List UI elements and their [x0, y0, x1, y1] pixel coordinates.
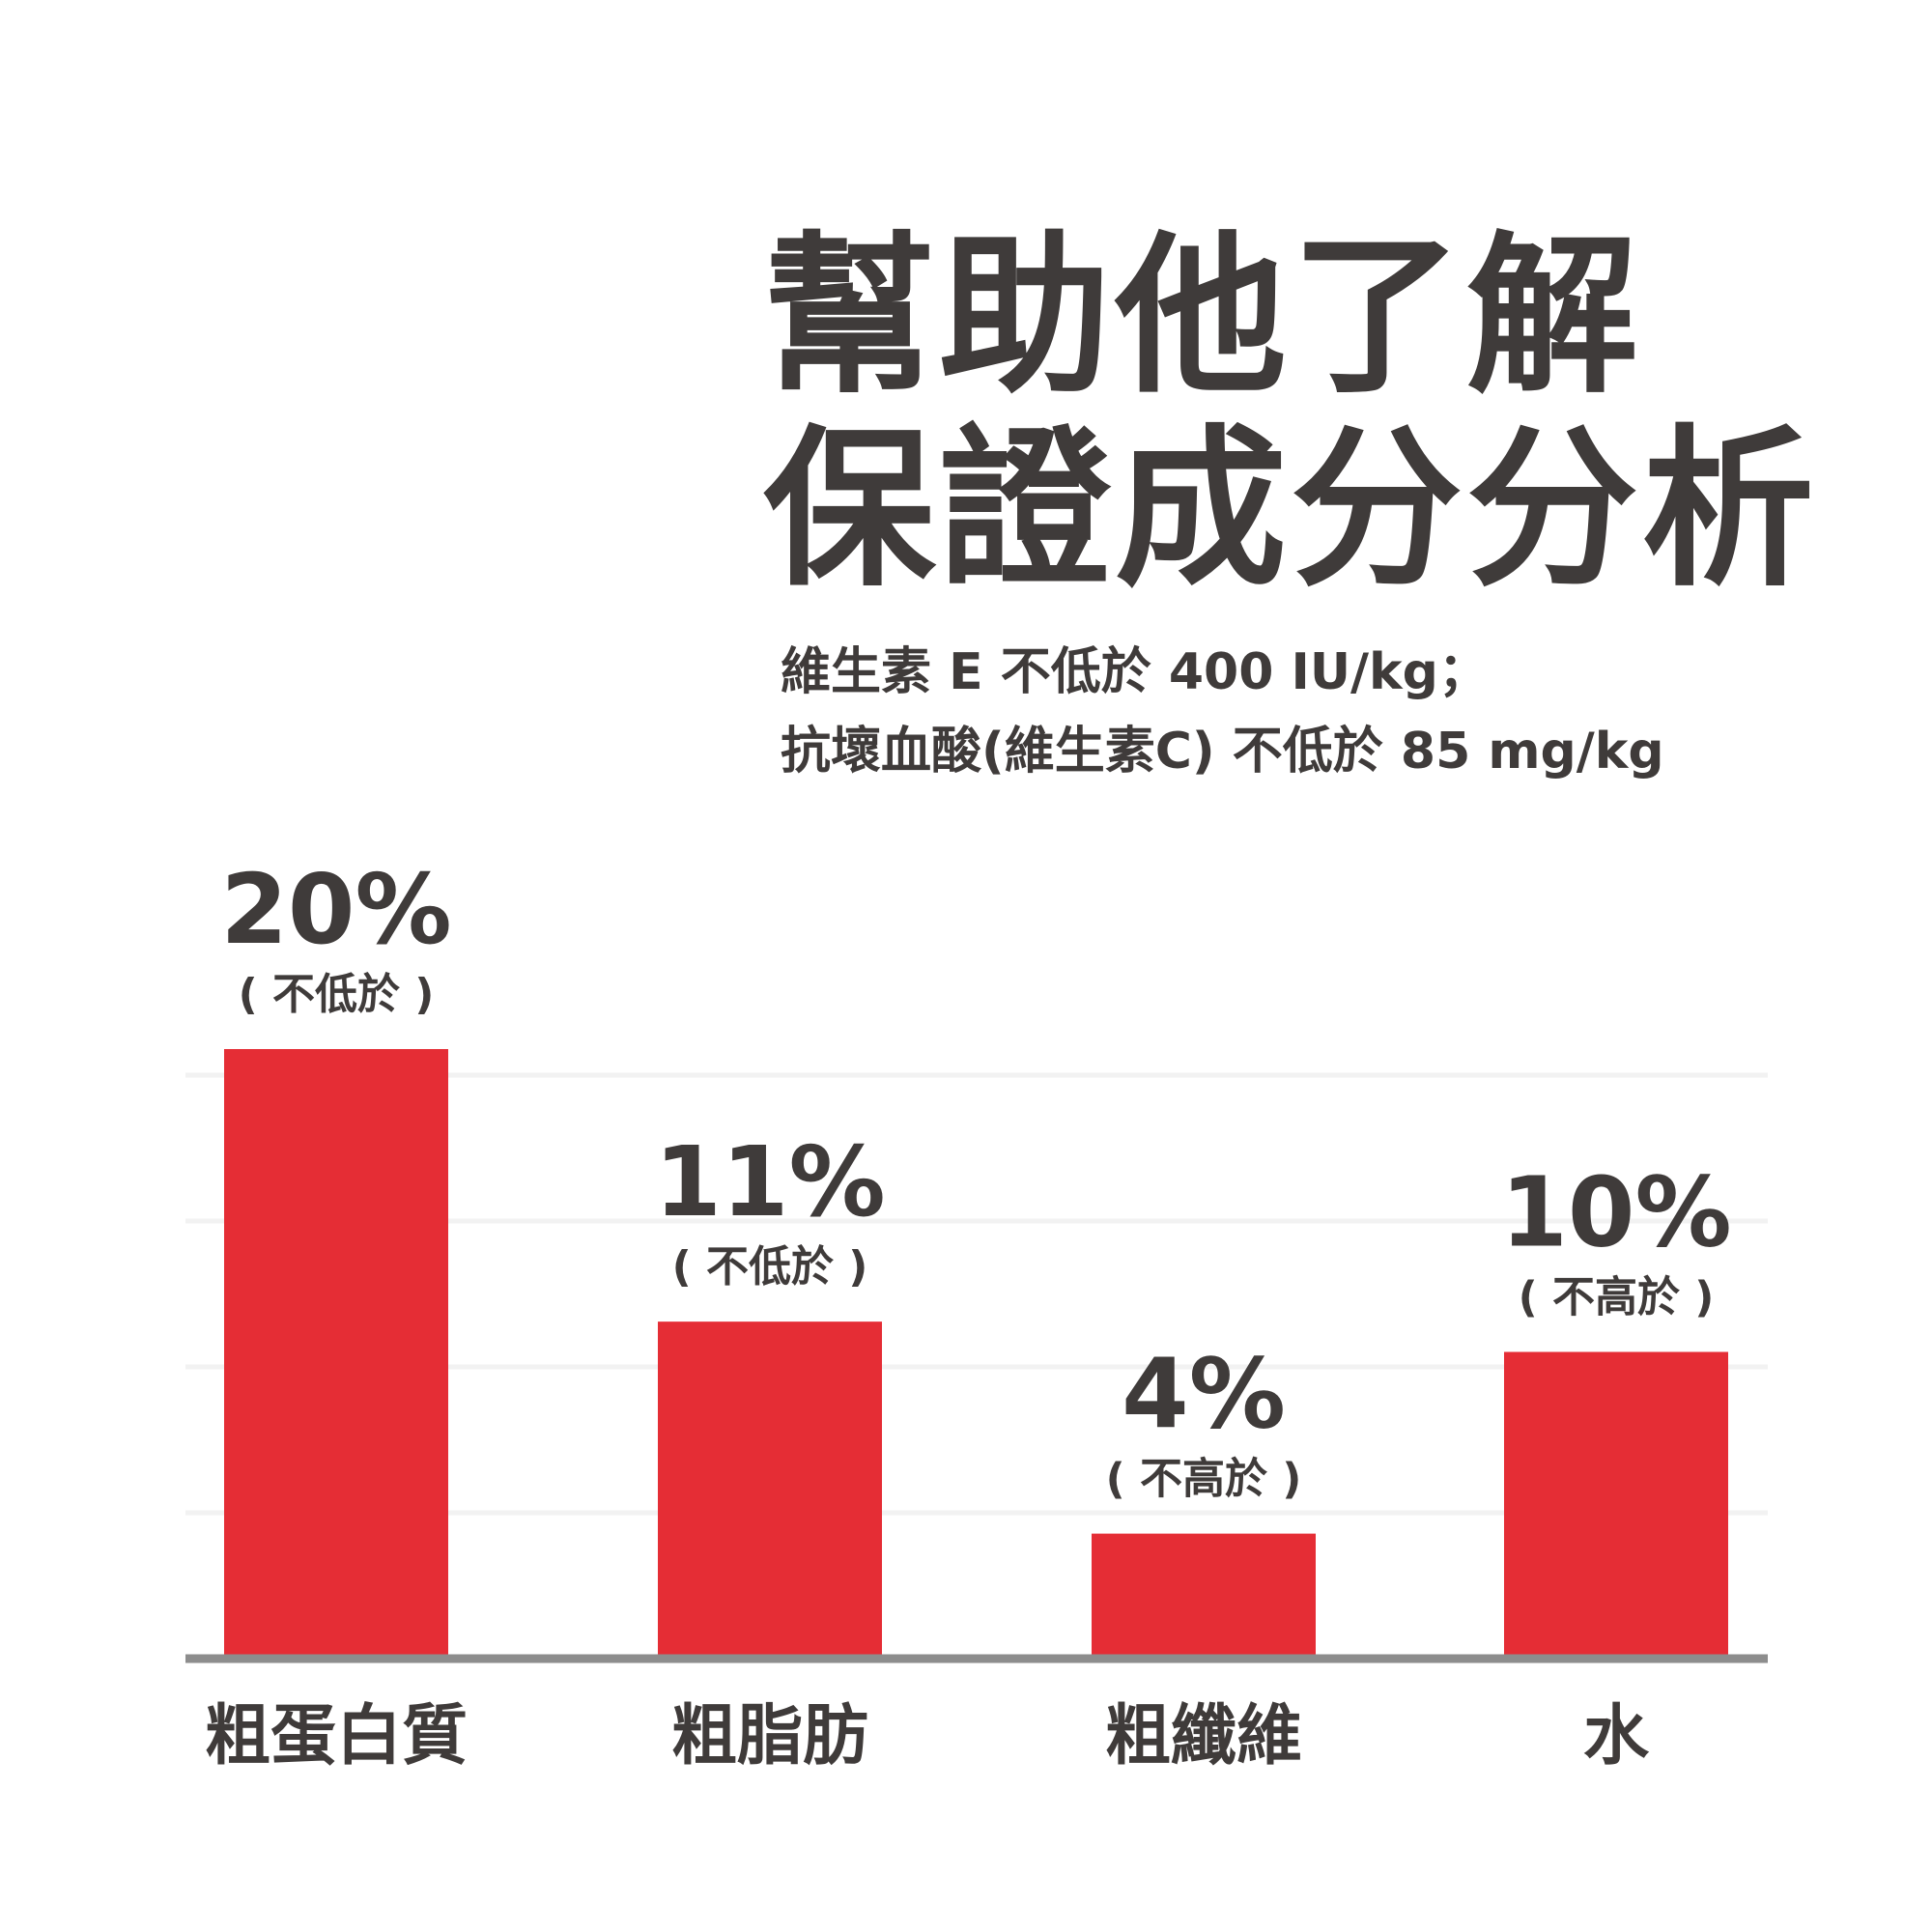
bar-4 [1504, 1351, 1728, 1655]
chart-title: 幫助他了解 保證成分分析 [763, 220, 1903, 607]
subtitle-line-2: 抗壞血酸(維生素C) 不低於 85 mg/kg [781, 723, 1664, 781]
bar-3 [1092, 1533, 1316, 1655]
bar-value-label: 20% [220, 853, 451, 966]
bar-qualifier-label: ( 不高於 ) [1519, 1273, 1715, 1322]
category-label: 粗脂肪 [671, 1698, 868, 1775]
subtitle-line-1: 維生素 E 不低於 400 IU/kg； [781, 643, 1489, 701]
category-label: 水 [1583, 1698, 1650, 1775]
bar-qualifier-label: ( 不高於 ) [1106, 1455, 1302, 1504]
bar-value-label: 10% [1500, 1156, 1731, 1269]
bar-value-label: 11% [654, 1125, 885, 1238]
title-line-1: 幫助他了解 [763, 216, 1642, 416]
bar-value-label: 4% [1122, 1338, 1286, 1451]
category-label: 粗纖維 [1105, 1698, 1302, 1775]
bar-2 [658, 1321, 882, 1655]
category-label: 粗蛋白質 [205, 1698, 468, 1775]
bar-qualifier-label: ( 不低於 ) [239, 970, 435, 1019]
title-line-2: 保證成分分析 [763, 410, 1818, 610]
bar-1 [224, 1049, 448, 1655]
chart-subtitle: 維生素 E 不低於 400 IU/kg； 抗壞血酸(維生素C) 不低於 85 m… [781, 633, 1920, 791]
bar-qualifier-label: ( 不低於 ) [672, 1242, 868, 1292]
